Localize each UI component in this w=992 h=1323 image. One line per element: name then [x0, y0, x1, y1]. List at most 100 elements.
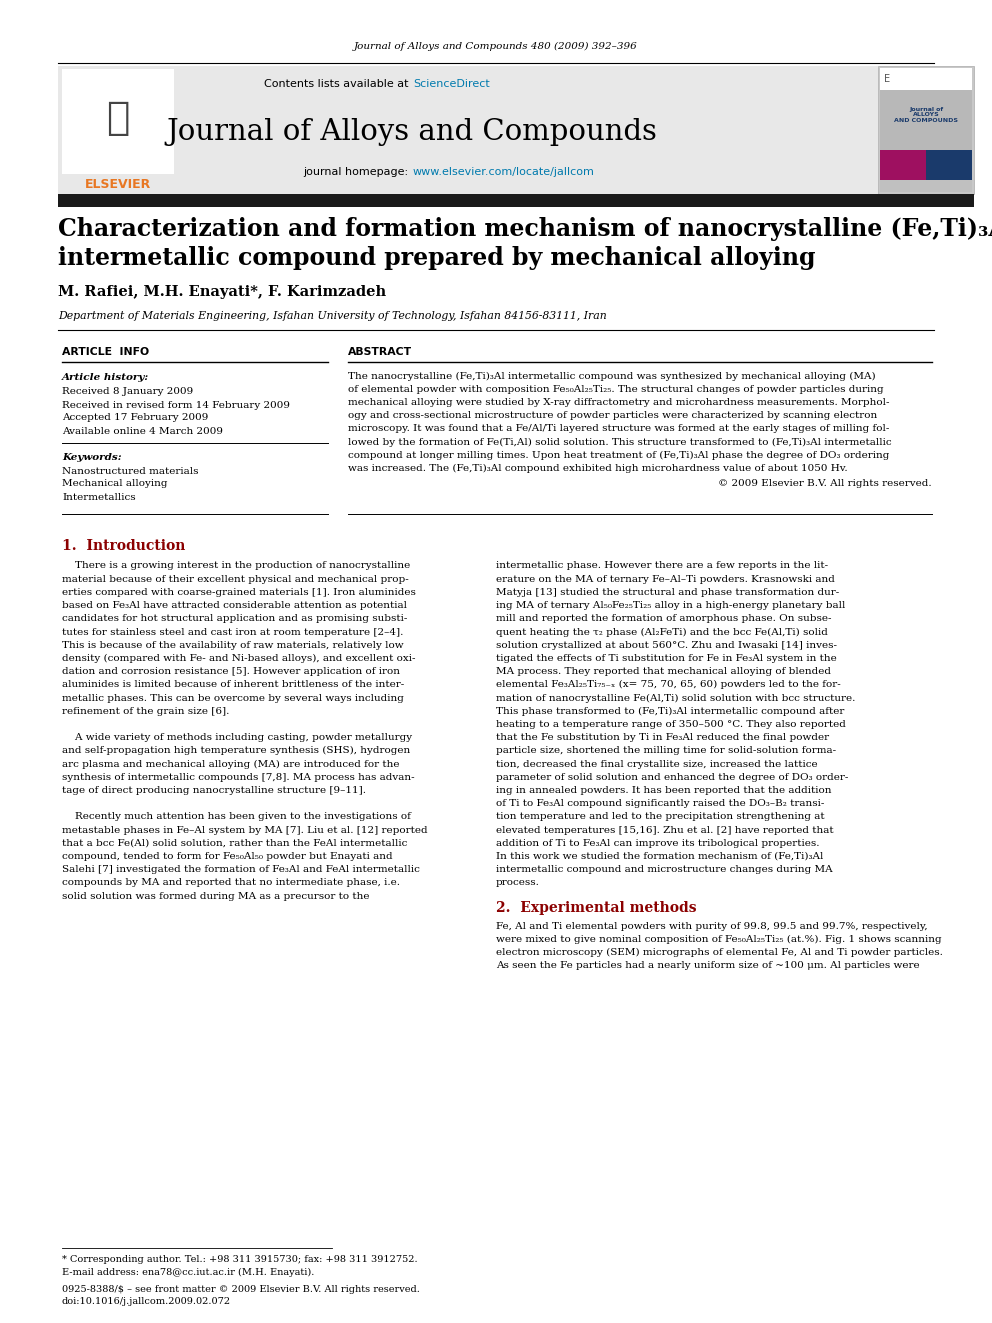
Text: quent heating the τ₂ phase (Al₂FeTi) and the bcc Fe(Al,Ti) solid: quent heating the τ₂ phase (Al₂FeTi) and…	[496, 627, 828, 636]
FancyBboxPatch shape	[880, 67, 972, 90]
Text: Department of Materials Engineering, Isfahan University of Technology, Isfahan 8: Department of Materials Engineering, Isf…	[58, 311, 607, 321]
Text: tion, decreased the final crystallite size, increased the lattice: tion, decreased the final crystallite si…	[496, 759, 817, 769]
Text: refinement of the grain size [6].: refinement of the grain size [6].	[62, 706, 229, 716]
Text: Fe, Al and Ti elemental powders with purity of 99.8, 99.5 and 99.7%, respectivel: Fe, Al and Ti elemental powders with pur…	[496, 922, 928, 930]
Text: erature on the MA of ternary Fe–Al–Ti powders. Krasnowski and: erature on the MA of ternary Fe–Al–Ti po…	[496, 574, 835, 583]
Text: synthesis of intermetallic compounds [7,8]. MA process has advan-: synthesis of intermetallic compounds [7,…	[62, 773, 415, 782]
Text: solid solution was formed during MA as a precursor to the: solid solution was formed during MA as a…	[62, 892, 369, 901]
Text: compound, tended to form for Fe₅₀Al₅₀ powder but Enayati and: compound, tended to form for Fe₅₀Al₅₀ po…	[62, 852, 393, 861]
Text: journal homepage:: journal homepage:	[304, 167, 412, 177]
Text: electron microscopy (SEM) micrographs of elemental Fe, Al and Ti powder particle: electron microscopy (SEM) micrographs of…	[496, 947, 942, 957]
Text: intermetallic compound prepared by mechanical alloying: intermetallic compound prepared by mecha…	[58, 246, 815, 270]
Text: Matyja [13] studied the structural and phase transformation dur-: Matyja [13] studied the structural and p…	[496, 587, 839, 597]
Text: of elemental powder with composition Fe₅₀Al₂₅Ti₂₅. The structural changes of pow: of elemental powder with composition Fe₅…	[348, 385, 884, 394]
Text: Received 8 January 2009: Received 8 January 2009	[62, 388, 193, 397]
Text: mation of nanocrystalline Fe(Al,Ti) solid solution with bcc structure.: mation of nanocrystalline Fe(Al,Ti) soli…	[496, 693, 855, 703]
Text: 2.  Experimental methods: 2. Experimental methods	[496, 901, 696, 916]
Text: compounds by MA and reported that no intermediate phase, i.e.: compounds by MA and reported that no int…	[62, 878, 400, 888]
Text: © 2009 Elsevier B.V. All rights reserved.: © 2009 Elsevier B.V. All rights reserved…	[718, 479, 932, 488]
FancyBboxPatch shape	[926, 149, 972, 180]
Text: 1.  Introduction: 1. Introduction	[62, 538, 186, 553]
Text: tutes for stainless steel and cast iron at room temperature [2–4].: tutes for stainless steel and cast iron …	[62, 627, 404, 636]
Text: elevated temperatures [15,16]. Zhu et al. [2] have reported that: elevated temperatures [15,16]. Zhu et al…	[496, 826, 833, 835]
Text: erties compared with coarse-grained materials [1]. Iron aluminides: erties compared with coarse-grained mate…	[62, 587, 416, 597]
Text: tage of direct producing nanocrystalline structure [9–11].: tage of direct producing nanocrystalline…	[62, 786, 366, 795]
Text: Article history:: Article history:	[62, 373, 149, 382]
Text: tion temperature and led to the precipitation strengthening at: tion temperature and led to the precipit…	[496, 812, 824, 822]
Text: E-mail address: ena78@cc.iut.ac.ir (M.H. Enayati).: E-mail address: ena78@cc.iut.ac.ir (M.H.…	[62, 1267, 314, 1277]
FancyBboxPatch shape	[58, 66, 878, 194]
Text: particle size, shortened the milling time for solid-solution forma-: particle size, shortened the milling tim…	[496, 746, 836, 755]
Text: of Ti to Fe₃Al compound significantly raised the DO₃–B₂ transi-: of Ti to Fe₃Al compound significantly ra…	[496, 799, 824, 808]
Text: compound at longer milling times. Upon heat treatment of (Fe,Ti)₃Al phase the de: compound at longer milling times. Upon h…	[348, 451, 890, 460]
Text: elemental Fe₃Al₂₅Ti₇₅₋ₓ (x= 75, 70, 65, 60) powders led to the for-: elemental Fe₃Al₂₅Ti₇₅₋ₓ (x= 75, 70, 65, …	[496, 680, 841, 689]
Text: MA process. They reported that mechanical alloying of blended: MA process. They reported that mechanica…	[496, 667, 831, 676]
Text: ScienceDirect: ScienceDirect	[413, 79, 490, 89]
Text: material because of their excellent physical and mechanical prop-: material because of their excellent phys…	[62, 574, 409, 583]
Text: This phase transformed to (Fe,Ti)₃Al intermetallic compound after: This phase transformed to (Fe,Ti)₃Al int…	[496, 706, 844, 716]
Text: Received in revised form 14 February 2009: Received in revised form 14 February 200…	[62, 401, 290, 410]
Text: Mechanical alloying: Mechanical alloying	[62, 479, 168, 488]
Text: ing in annealed powders. It has been reported that the addition: ing in annealed powders. It has been rep…	[496, 786, 831, 795]
FancyBboxPatch shape	[62, 69, 174, 175]
Text: Characterization and formation mechanism of nanocrystalline (Fe,Ti)₃Al: Characterization and formation mechanism…	[58, 217, 992, 241]
Text: was increased. The (Fe,Ti)₃Al compound exhibited high microhardness value of abo: was increased. The (Fe,Ti)₃Al compound e…	[348, 464, 847, 472]
FancyBboxPatch shape	[880, 149, 926, 180]
Text: density (compared with Fe- and Ni-based alloys), and excellent oxi-: density (compared with Fe- and Ni-based …	[62, 654, 416, 663]
Text: ARTICLE  INFO: ARTICLE INFO	[62, 347, 149, 357]
Text: ogy and cross-sectional microstructure of powder particles were characterized by: ogy and cross-sectional microstructure o…	[348, 411, 877, 421]
Text: metastable phases in Fe–Al system by MA [7]. Liu et al. [12] reported: metastable phases in Fe–Al system by MA …	[62, 826, 428, 835]
Text: Journal of Alloys and Compounds 480 (2009) 392–396: Journal of Alloys and Compounds 480 (200…	[354, 41, 638, 50]
Text: This is because of the availability of raw materials, relatively low: This is because of the availability of r…	[62, 640, 404, 650]
Text: were mixed to give nominal composition of Fe₅₀Al₂₅Ti₂₅ (at.%). Fig. 1 shows scan: were mixed to give nominal composition o…	[496, 934, 941, 943]
Text: ABSTRACT: ABSTRACT	[348, 347, 412, 357]
Text: lowed by the formation of Fe(Ti,Al) solid solution. This structure transformed t: lowed by the formation of Fe(Ti,Al) soli…	[348, 438, 892, 447]
FancyBboxPatch shape	[880, 180, 972, 192]
Text: Nanostructured materials: Nanostructured materials	[62, 467, 198, 475]
Text: tigated the effects of Ti substitution for Fe in Fe₃Al system in the: tigated the effects of Ti substitution f…	[496, 654, 836, 663]
Text: ELSEVIER: ELSEVIER	[85, 179, 151, 192]
Text: dation and corrosion resistance [5]. However application of iron: dation and corrosion resistance [5]. How…	[62, 667, 400, 676]
Text: Accepted 17 February 2009: Accepted 17 February 2009	[62, 414, 208, 422]
Text: E: E	[884, 74, 890, 83]
Text: Recently much attention has been given to the investigations of: Recently much attention has been given t…	[62, 812, 411, 822]
Text: heating to a temperature range of 350–500 °C. They also reported: heating to a temperature range of 350–50…	[496, 720, 846, 729]
Text: intermetallic phase. However there are a few reports in the lit-: intermetallic phase. However there are a…	[496, 561, 828, 570]
Text: Intermetallics: Intermetallics	[62, 492, 136, 501]
Text: Journal of
ALLOYS
AND COMPOUNDS: Journal of ALLOYS AND COMPOUNDS	[894, 107, 958, 123]
Text: There is a growing interest in the production of nanocrystalline: There is a growing interest in the produ…	[62, 561, 411, 570]
Text: candidates for hot structural application and as promising substi-: candidates for hot structural applicatio…	[62, 614, 408, 623]
Text: parameter of solid solution and enhanced the degree of DO₃ order-: parameter of solid solution and enhanced…	[496, 773, 848, 782]
Text: * Corresponding author. Tel.: +98 311 3915730; fax: +98 311 3912752.: * Corresponding author. Tel.: +98 311 39…	[62, 1256, 418, 1265]
Text: Journal of Alloys and Compounds: Journal of Alloys and Compounds	[167, 118, 658, 146]
Text: metallic phases. This can be overcome by several ways including: metallic phases. This can be overcome by…	[62, 693, 404, 703]
Text: www.elsevier.com/locate/jallcom: www.elsevier.com/locate/jallcom	[413, 167, 595, 177]
FancyBboxPatch shape	[880, 90, 972, 149]
Text: mechanical alloying were studied by X-ray diffractometry and microhardness measu: mechanical alloying were studied by X-ra…	[348, 398, 890, 407]
Text: aluminides is limited because of inherent brittleness of the inter-: aluminides is limited because of inheren…	[62, 680, 405, 689]
Text: Keywords:: Keywords:	[62, 452, 122, 462]
Text: mill and reported the formation of amorphous phase. On subse-: mill and reported the formation of amorp…	[496, 614, 831, 623]
Text: process.: process.	[496, 878, 540, 888]
Text: Available online 4 March 2009: Available online 4 March 2009	[62, 426, 223, 435]
Text: M. Rafiei, M.H. Enayati*, F. Karimzadeh: M. Rafiei, M.H. Enayati*, F. Karimzadeh	[58, 284, 386, 299]
FancyBboxPatch shape	[58, 194, 974, 206]
Text: The nanocrystalline (Fe,Ti)₃Al intermetallic compound was synthesized by mechani: The nanocrystalline (Fe,Ti)₃Al intermeta…	[348, 372, 876, 381]
Text: 🌳: 🌳	[106, 99, 130, 138]
Text: that a bcc Fe(Al) solid solution, rather than the FeAl intermetallic: that a bcc Fe(Al) solid solution, rather…	[62, 839, 408, 848]
Text: solution crystallized at about 560°C. Zhu and Iwasaki [14] inves-: solution crystallized at about 560°C. Zh…	[496, 640, 837, 650]
Text: addition of Ti to Fe₃Al can improve its tribological properties.: addition of Ti to Fe₃Al can improve its …	[496, 839, 819, 848]
Text: In this work we studied the formation mechanism of (Fe,Ti)₃Al: In this work we studied the formation me…	[496, 852, 823, 861]
Text: doi:10.1016/j.jallcom.2009.02.072: doi:10.1016/j.jallcom.2009.02.072	[62, 1298, 231, 1307]
Text: microscopy. It was found that a Fe/Al/Ti layered structure was formed at the ear: microscopy. It was found that a Fe/Al/Ti…	[348, 425, 890, 434]
Text: 0925-8388/$ – see front matter © 2009 Elsevier B.V. All rights reserved.: 0925-8388/$ – see front matter © 2009 El…	[62, 1286, 420, 1294]
Text: that the Fe substitution by Ti in Fe₃Al reduced the final powder: that the Fe substitution by Ti in Fe₃Al …	[496, 733, 829, 742]
Text: ing MA of ternary Al₅₀Fe₂₅Ti₂₅ alloy in a high-energy planetary ball: ing MA of ternary Al₅₀Fe₂₅Ti₂₅ alloy in …	[496, 601, 845, 610]
Text: A wide variety of methods including casting, powder metallurgy: A wide variety of methods including cast…	[62, 733, 412, 742]
Text: based on Fe₃Al have attracted considerable attention as potential: based on Fe₃Al have attracted considerab…	[62, 601, 407, 610]
Text: Salehi [7] investigated the formation of Fe₃Al and FeAl intermetallic: Salehi [7] investigated the formation of…	[62, 865, 420, 875]
FancyBboxPatch shape	[878, 66, 974, 194]
Text: and self-propagation high temperature synthesis (SHS), hydrogen: and self-propagation high temperature sy…	[62, 746, 411, 755]
Text: As seen the Fe particles had a nearly uniform size of ~100 μm. Al particles were: As seen the Fe particles had a nearly un…	[496, 960, 920, 970]
Text: intermetallic compound and microstructure changes during MA: intermetallic compound and microstructur…	[496, 865, 832, 875]
